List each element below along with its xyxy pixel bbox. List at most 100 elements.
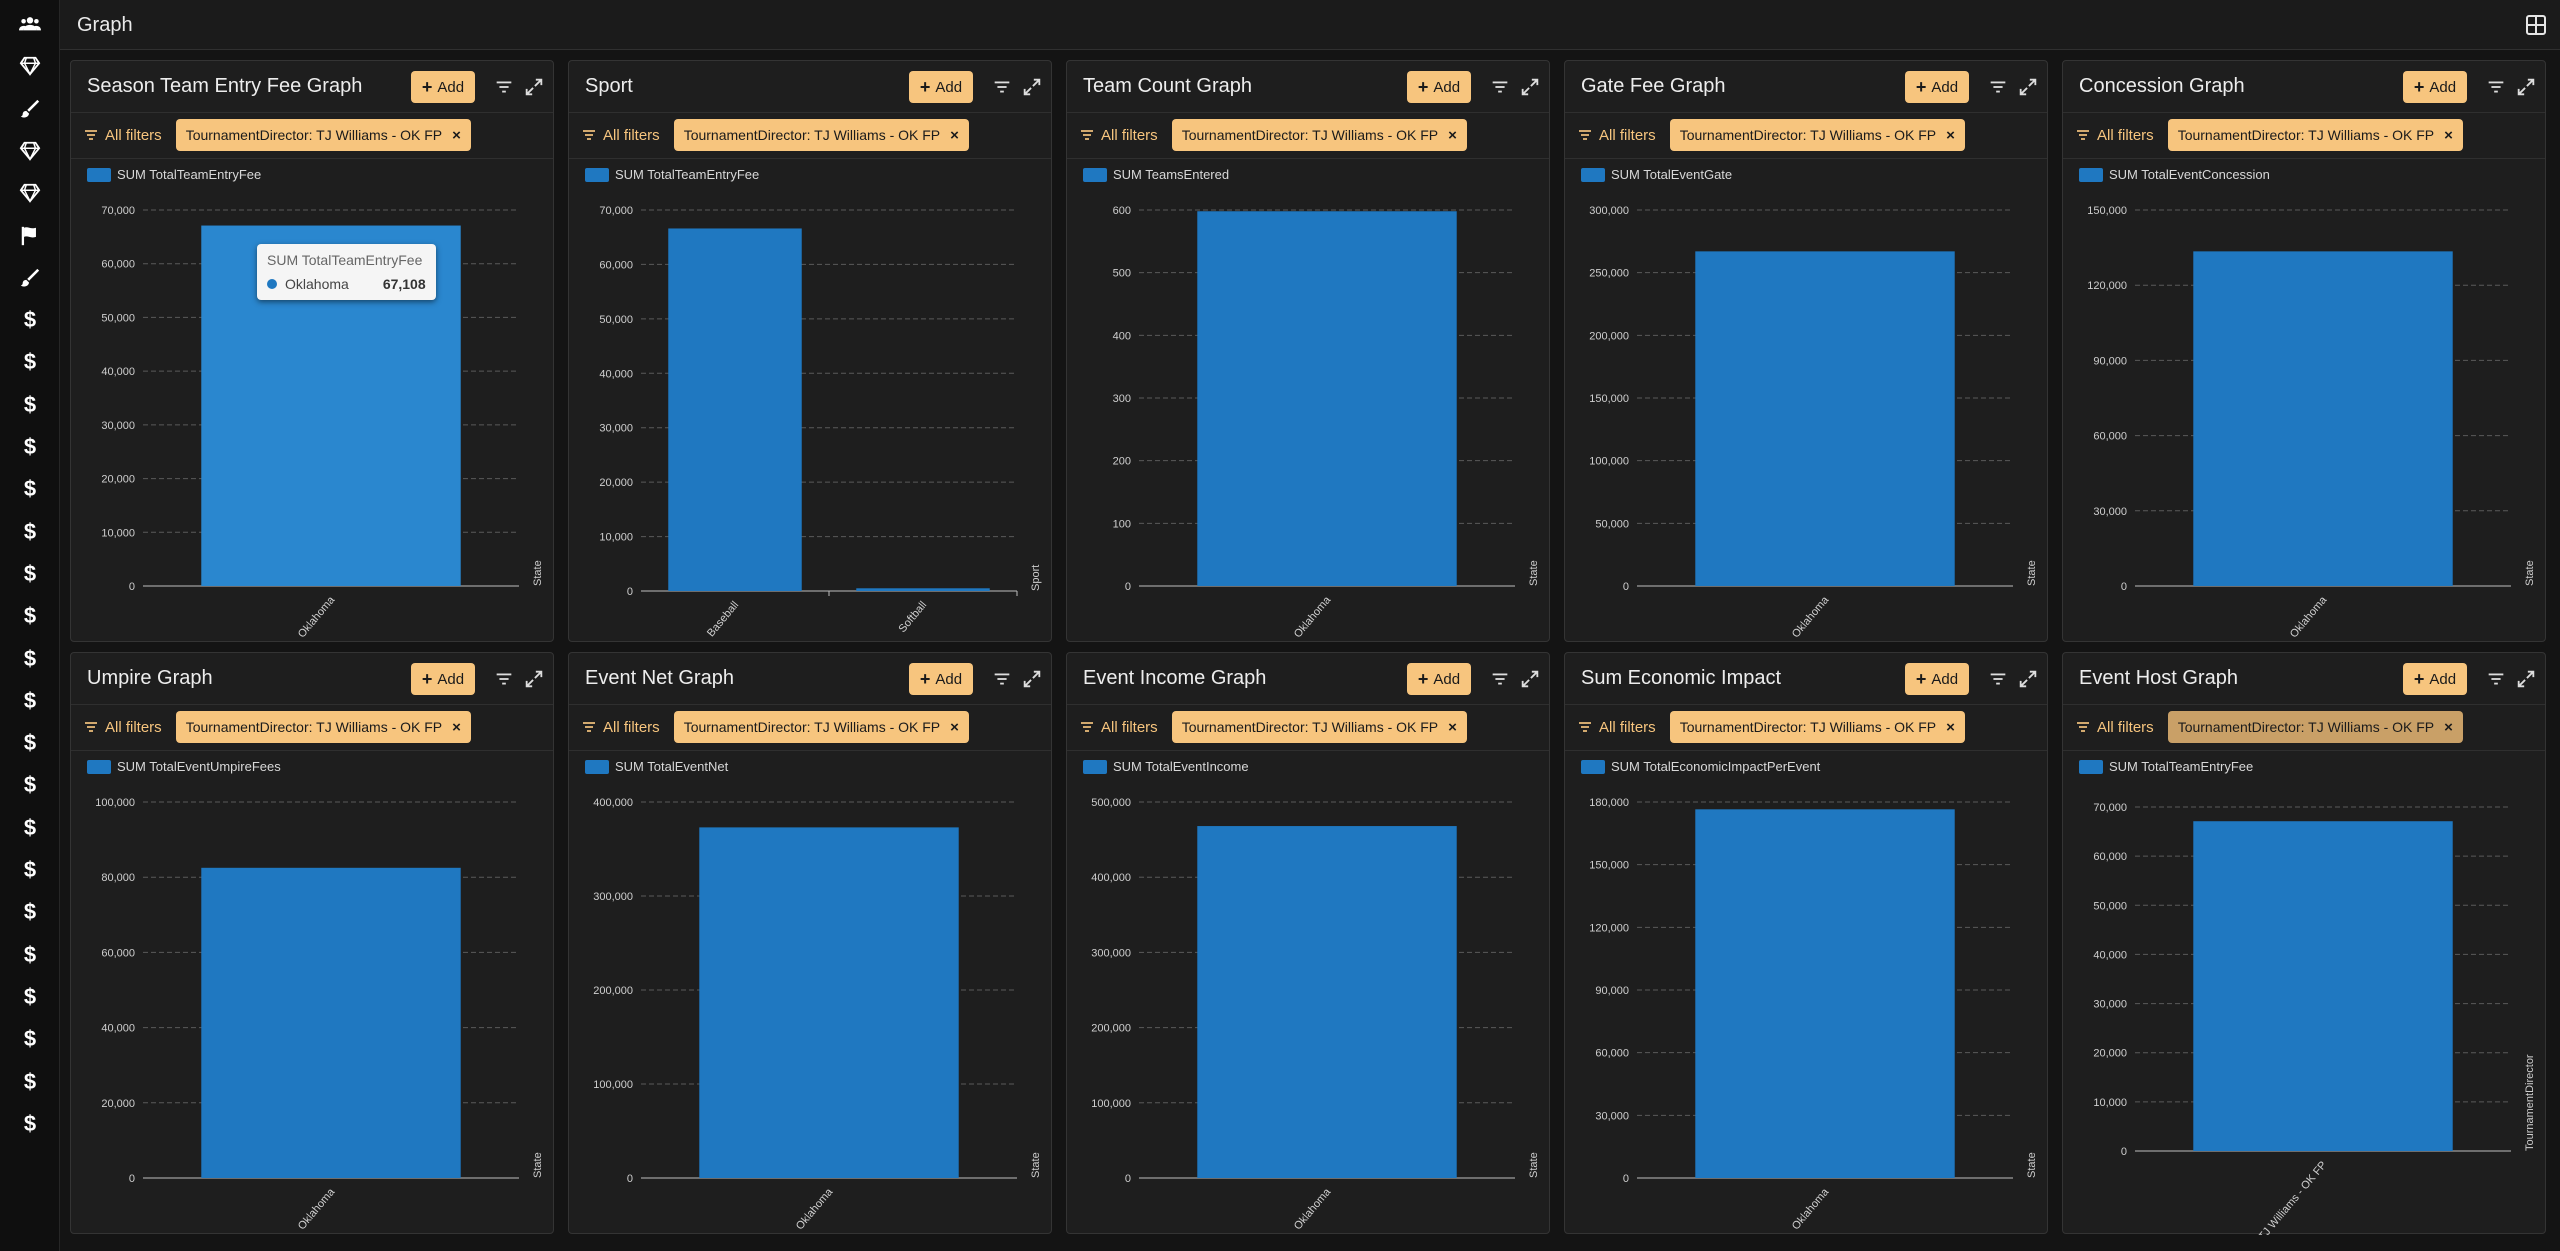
users-icon[interactable] xyxy=(14,8,46,40)
chart-legend[interactable]: SUM TotalEventNet xyxy=(585,759,728,774)
filter-chip[interactable]: TournamentDirector: TJ Williams - OK FP … xyxy=(1669,119,1965,151)
brush-icon[interactable] xyxy=(14,93,46,125)
chart-legend[interactable]: SUM TotalEconomicImpactPerEvent xyxy=(1581,759,1820,774)
close-icon[interactable]: × xyxy=(1946,126,1955,144)
close-icon[interactable]: × xyxy=(2444,126,2453,144)
bar[interactable] xyxy=(2193,251,2453,587)
chart-legend[interactable]: SUM TotalEventUmpireFees xyxy=(87,759,281,774)
dollar-icon[interactable]: $ xyxy=(23,983,37,1009)
bar[interactable] xyxy=(856,588,990,591)
filter-icon[interactable] xyxy=(493,76,515,98)
all-filters-button[interactable]: All filters xyxy=(1079,719,1158,736)
filter-chip[interactable]: TournamentDirector: TJ Williams - OK FP … xyxy=(1171,119,1467,151)
all-filters-button[interactable]: All filters xyxy=(1577,719,1656,736)
gem-icon[interactable] xyxy=(14,50,46,82)
close-icon[interactable]: × xyxy=(950,718,959,736)
filter-icon[interactable] xyxy=(1489,76,1511,98)
filter-chip[interactable]: TournamentDirector: TJ Williams - OK FP … xyxy=(1171,711,1467,743)
dollar-icon[interactable]: $ xyxy=(23,349,37,375)
chart-legend[interactable]: SUM TotalEventIncome xyxy=(1083,759,1249,774)
dollar-icon[interactable]: $ xyxy=(23,1026,37,1052)
filter-icon[interactable] xyxy=(2485,668,2507,690)
chart-legend[interactable]: SUM TotalEventConcession xyxy=(2079,167,2270,182)
add-button[interactable]: + Add xyxy=(2403,71,2467,103)
dollar-icon[interactable]: $ xyxy=(23,1110,37,1136)
dollar-icon[interactable]: $ xyxy=(23,772,37,798)
gem-icon[interactable] xyxy=(14,135,46,167)
close-icon[interactable]: × xyxy=(1946,718,1955,736)
dollar-icon[interactable]: $ xyxy=(23,434,37,459)
gem-icon[interactable] xyxy=(14,177,46,209)
all-filters-button[interactable]: All filters xyxy=(581,127,660,144)
chart-legend[interactable]: SUM TotalTeamEntryFee xyxy=(585,167,759,182)
filter-chip[interactable]: TournamentDirector: TJ Williams - OK FP … xyxy=(2167,711,2463,743)
bar[interactable] xyxy=(699,827,959,1178)
expand-icon[interactable] xyxy=(1021,76,1043,98)
bar[interactable] xyxy=(1695,251,1955,587)
bar[interactable] xyxy=(201,867,461,1178)
all-filters-button[interactable]: All filters xyxy=(2075,127,2154,144)
brush-icon[interactable] xyxy=(14,262,46,294)
dollar-icon[interactable]: $ xyxy=(23,814,37,840)
filter-icon[interactable] xyxy=(991,668,1013,690)
dollar-icon[interactable]: $ xyxy=(23,560,37,586)
dollar-icon[interactable]: $ xyxy=(23,476,37,502)
flag-icon[interactable] xyxy=(14,220,46,252)
close-icon[interactable]: × xyxy=(2444,718,2453,736)
filter-chip[interactable]: TournamentDirector: TJ Williams - OK FP … xyxy=(1669,711,1965,743)
dollar-icon[interactable]: $ xyxy=(23,857,37,882)
filter-icon[interactable] xyxy=(1987,76,2009,98)
bar[interactable] xyxy=(1197,826,1457,1178)
filter-icon[interactable] xyxy=(2485,76,2507,98)
chart-legend[interactable]: SUM TotalEventGate xyxy=(1581,167,1732,182)
expand-icon[interactable] xyxy=(523,668,545,690)
expand-icon[interactable] xyxy=(2017,668,2039,690)
expand-icon[interactable] xyxy=(523,76,545,98)
all-filters-button[interactable]: All filters xyxy=(2075,719,2154,736)
filter-chip[interactable]: TournamentDirector: TJ Williams - OK FP … xyxy=(175,711,471,743)
dollar-icon[interactable]: $ xyxy=(23,645,37,671)
close-icon[interactable]: × xyxy=(452,718,461,736)
all-filters-button[interactable]: All filters xyxy=(83,127,162,144)
dollar-icon[interactable]: $ xyxy=(23,518,37,544)
close-icon[interactable]: × xyxy=(1448,126,1457,144)
filter-chip[interactable]: TournamentDirector: TJ Williams - OK FP … xyxy=(2167,119,2463,151)
add-button[interactable]: + Add xyxy=(1905,663,1969,695)
add-button[interactable]: + Add xyxy=(411,663,475,695)
dollar-icon[interactable]: $ xyxy=(23,603,37,629)
all-filters-button[interactable]: All filters xyxy=(1577,127,1656,144)
dollar-icon[interactable]: $ xyxy=(23,899,37,925)
all-filters-button[interactable]: All filters xyxy=(581,719,660,736)
add-button[interactable]: + Add xyxy=(909,71,973,103)
filter-icon[interactable] xyxy=(1489,668,1511,690)
add-button[interactable]: + Add xyxy=(1407,663,1471,695)
bar[interactable] xyxy=(668,228,802,592)
bar[interactable] xyxy=(1197,211,1457,586)
dollar-icon[interactable]: $ xyxy=(23,730,37,756)
dollar-icon[interactable]: $ xyxy=(23,1068,37,1094)
chart-legend[interactable]: SUM TotalTeamEntryFee xyxy=(2079,759,2253,774)
filter-icon[interactable] xyxy=(493,668,515,690)
filter-icon[interactable] xyxy=(991,76,1013,98)
expand-icon[interactable] xyxy=(1519,76,1541,98)
close-icon[interactable]: × xyxy=(1448,718,1457,736)
bar[interactable] xyxy=(1695,809,1955,1178)
filter-chip[interactable]: TournamentDirector: TJ Williams - OK FP … xyxy=(673,711,969,743)
expand-icon[interactable] xyxy=(2515,76,2537,98)
add-button[interactable]: + Add xyxy=(1407,71,1471,103)
filter-icon[interactable] xyxy=(1987,668,2009,690)
add-button[interactable]: + Add xyxy=(2403,663,2467,695)
expand-icon[interactable] xyxy=(2515,668,2537,690)
add-button[interactable]: + Add xyxy=(411,71,475,103)
dollar-icon[interactable]: $ xyxy=(23,307,37,333)
chart-legend[interactable]: SUM TeamsEntered xyxy=(1083,167,1229,182)
filter-chip[interactable]: TournamentDirector: TJ Williams - OK FP … xyxy=(175,119,471,151)
expand-icon[interactable] xyxy=(1519,668,1541,690)
close-icon[interactable]: × xyxy=(950,126,959,144)
add-button[interactable]: + Add xyxy=(1905,71,1969,103)
all-filters-button[interactable]: All filters xyxy=(83,719,162,736)
filter-chip[interactable]: TournamentDirector: TJ Williams - OK FP … xyxy=(673,119,969,151)
expand-icon[interactable] xyxy=(2017,76,2039,98)
expand-icon[interactable] xyxy=(1021,668,1043,690)
chart-legend[interactable]: SUM TotalTeamEntryFee xyxy=(87,167,261,182)
